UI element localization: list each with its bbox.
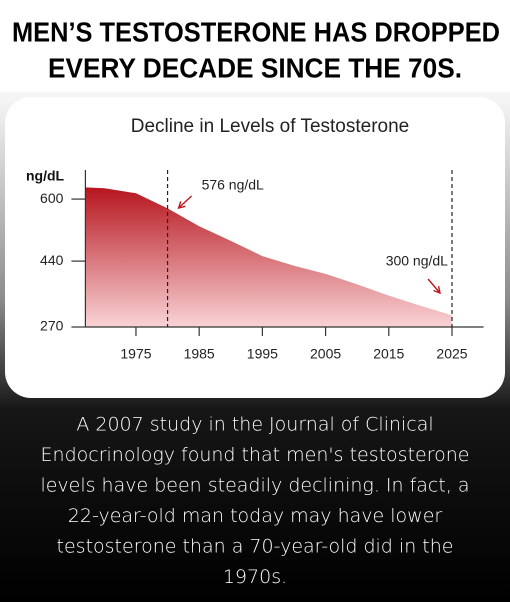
caption-line: 1970s. [223,566,287,588]
y-axis-label: ng/dL [26,168,65,184]
area [85,187,453,327]
header-band [0,0,510,92]
headline: MEN’S TESTOSTERONE HAS DROPPED [12,16,500,47]
annotation-arrow [178,195,193,209]
x-tick-label: 2005 [310,346,341,362]
x-tick-label: 2015 [373,346,404,362]
annotation-arrowhead [177,201,186,209]
annotation-label: 576 ng/dL [202,177,264,193]
x-tick-label: 1995 [247,346,278,362]
chart-title: Decline in Levels of Testosterone [131,116,409,137]
y-tick-label: 440 [40,252,64,268]
y-tick-label: 600 [40,190,64,206]
caption: A 2007 study in the Journal of Clinical E… [40,414,469,589]
annotation-arrow [427,278,441,294]
caption-line: Endocrinology found that men's testoster… [41,444,470,466]
caption-line: levels have been steadily declining. In … [40,475,469,497]
annotation-label: 300 ng/dL [386,253,448,269]
caption-line: testosterone than a 70-year-old did in t… [57,536,454,558]
headline: EVERY DECADE SINCE THE 70S. [48,52,462,83]
caption-line: A 2007 study in the Journal of Clinical [76,414,433,436]
x-tick-label: 1975 [120,346,151,362]
caption-line: 22-year-old man today may have lower [68,505,443,527]
y-tick-label: 270 [40,318,64,334]
x-tick-label: 1985 [184,346,215,362]
plot: 270 440 600 1975 1985 1995 2005 2015 2025 576 ng/… [40,170,484,362]
annotation-arrowhead [433,286,441,295]
x-tick-label: 2025 [436,346,467,362]
